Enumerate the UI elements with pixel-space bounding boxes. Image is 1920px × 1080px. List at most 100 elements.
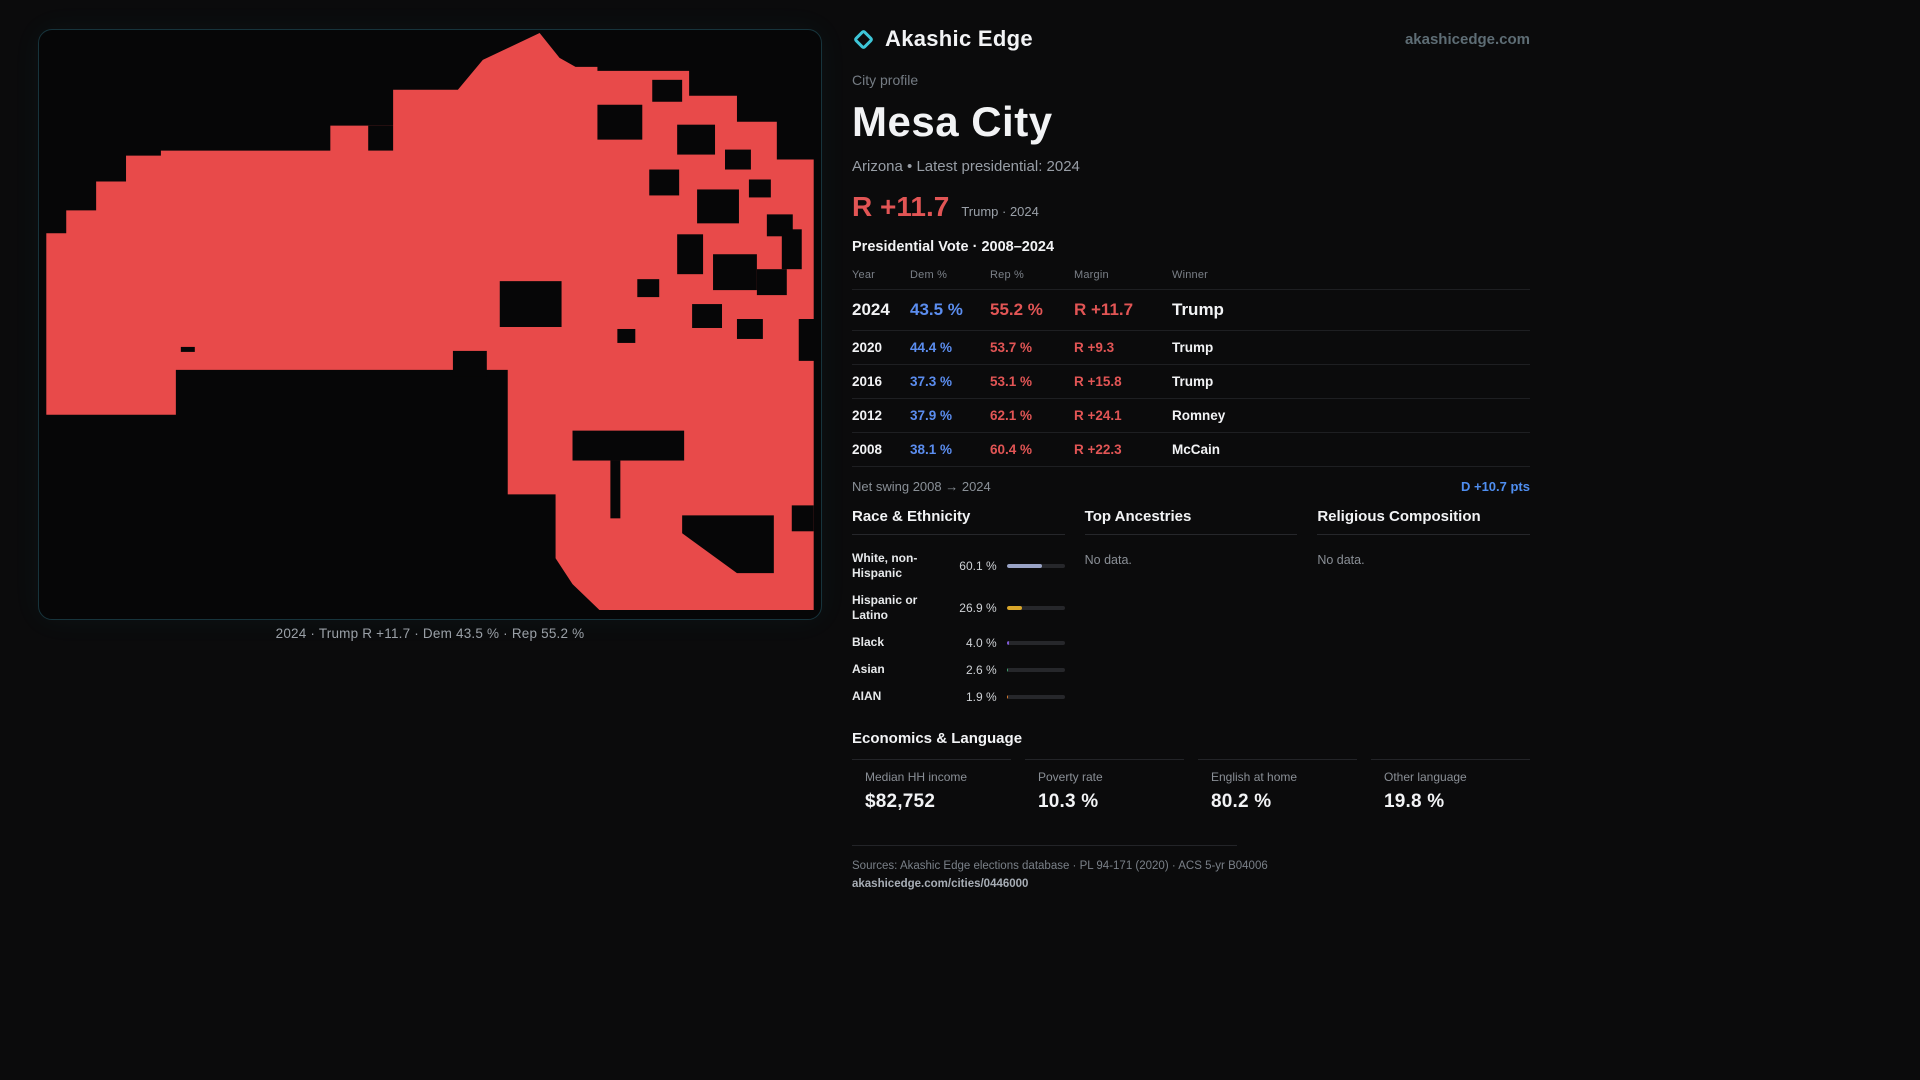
race-bar-fill <box>1006 606 1023 610</box>
winner-cell: Trump <box>1172 340 1214 355</box>
stat-label: English at home <box>1211 770 1298 784</box>
race-bar <box>1006 694 1065 699</box>
race-ethnicity-heading: Race & Ethnicity <box>852 508 1065 535</box>
race-row: Asian 2.6 % <box>852 656 1065 683</box>
vote-table-header: Year Dem % Rep % Margin Winner <box>852 263 1530 290</box>
stat-label: Median HH income <box>865 770 968 784</box>
race-value: 4.0 % <box>965 635 997 650</box>
demographics-columns: Race & Ethnicity White, non-Hispanic 60.… <box>852 508 1530 710</box>
vote-table-title: Presidential Vote · 2008–2024 <box>852 239 1055 255</box>
race-row: Hispanic or Latino 26.9 % <box>852 587 1065 629</box>
margin-cell: R +22.3 <box>1074 442 1122 457</box>
city-boundary-map <box>46 32 821 611</box>
race-label: White, non-Hispanic <box>852 551 918 580</box>
footer: Sources: Akashic Edge elections database… <box>852 845 1530 890</box>
margin-cell: R +15.8 <box>1074 374 1122 389</box>
dem-cell: 44.4 % <box>910 340 953 355</box>
stat-median-income: Median HH income $82,752 <box>852 759 1011 813</box>
race-bar-fill <box>1006 640 1009 645</box>
ancestries-empty-state: No data. <box>1084 553 1132 567</box>
winner-cell: McCain <box>1172 442 1221 457</box>
race-ethnicity-section: Race & Ethnicity White, non-Hispanic 60.… <box>852 508 1065 710</box>
race-bar <box>1006 606 1065 610</box>
permalink[interactable]: akashicedge.com/cities/0446000 <box>852 878 1029 890</box>
net-swing-value: D +10.7 pts <box>1460 479 1530 494</box>
city-shape <box>46 32 814 611</box>
vote-row-2016: 2016 37.3 % 53.1 % R +15.8 Trump <box>852 365 1530 399</box>
race-bar-fill <box>1006 667 1009 672</box>
city-subtitle: Arizona • Latest presidential: 2024 <box>852 158 1080 175</box>
year-cell: 2008 <box>852 442 883 457</box>
rep-cell: 62.1 % <box>990 408 1033 423</box>
religious-composition-heading: Religious Composition <box>1317 508 1530 535</box>
stat-poverty-rate: Poverty rate 10.3 % <box>1025 759 1184 813</box>
race-label: AIAN <box>852 689 882 703</box>
col-rep: Rep % <box>990 269 1025 281</box>
col-dem: Dem % <box>910 269 948 281</box>
rep-cell: 60.4 % <box>990 442 1033 457</box>
top-ancestries-section: Top Ancestries No data. <box>1084 508 1298 710</box>
col-year: Year <box>852 269 876 281</box>
net-swing-label: Net swing 2008 → 2024 <box>852 479 991 494</box>
vote-row-2012: 2012 37.9 % 62.1 % R +24.1 Romney <box>852 399 1530 433</box>
race-value: 2.6 % <box>965 662 997 677</box>
stat-value: $82,752 <box>865 791 936 812</box>
margin-cell: R +11.7 <box>1074 300 1134 319</box>
religion-empty-state: No data. <box>1317 553 1365 567</box>
rep-cell: 53.1 % <box>990 374 1033 389</box>
city-map-panel <box>38 29 822 620</box>
headline-margin-value: R +11.7 <box>852 191 950 222</box>
col-margin: Margin <box>1074 269 1109 281</box>
race-value: 60.1 % <box>959 559 997 573</box>
col-winner: Winner <box>1172 269 1209 281</box>
race-bar <box>1006 667 1065 672</box>
brand: Akashic Edge <box>852 26 1033 52</box>
footer-divider <box>852 845 1237 846</box>
economics-heading: Economics & Language <box>852 730 1023 747</box>
year-cell: 2024 <box>852 300 890 319</box>
race-row: White, non-Hispanic 60.1 % <box>852 545 1065 587</box>
dem-cell: 38.1 % <box>910 442 953 457</box>
stat-other-language: Other language 19.8 % <box>1371 759 1530 813</box>
stat-label: Other language <box>1384 770 1467 784</box>
winner-cell: Trump <box>1172 374 1214 389</box>
headline-margin-note: Trump · 2024 <box>961 204 1039 219</box>
headline-margin-row: R +11.7 Trump · 2024 <box>852 191 1530 223</box>
page-title: Mesa City <box>852 98 1053 145</box>
vote-row-2024: 2024 43.5 % 55.2 % R +11.7 Trump <box>852 290 1530 331</box>
race-value: 26.9 % <box>959 601 997 615</box>
race-bar <box>1006 564 1065 568</box>
stat-value: 19.8 % <box>1384 791 1445 812</box>
race-label: Black <box>852 635 885 649</box>
rep-cell: 55.2 % <box>990 300 1043 319</box>
sources-text: Sources: Akashic Edge elections database… <box>852 860 1268 872</box>
header: Akashic Edge akashicedge.com <box>852 26 1530 52</box>
dem-cell: 43.5 % <box>910 300 963 319</box>
race-value: 1.9 % <box>965 689 997 704</box>
stat-english-at-home: English at home 80.2 % <box>1198 759 1357 813</box>
diamond-icon <box>852 28 875 50</box>
top-ancestries-heading: Top Ancestries <box>1084 508 1298 535</box>
vote-row-2008: 2008 38.1 % 60.4 % R +22.3 McCain <box>852 433 1530 467</box>
race-bar-fill <box>1006 694 1008 699</box>
year-cell: 2016 <box>852 374 883 389</box>
dem-cell: 37.3 % <box>910 374 953 389</box>
stat-value: 10.3 % <box>1038 791 1099 812</box>
race-bar-fill <box>1006 564 1042 568</box>
winner-cell: Romney <box>1172 408 1226 423</box>
kicker-label: City profile <box>852 72 919 88</box>
city-profile-panel: Akashic Edge akashicedge.com City profil… <box>852 26 1530 890</box>
year-cell: 2020 <box>852 340 883 355</box>
race-label: Asian <box>852 662 885 676</box>
religious-composition-section: Religious Composition No data. <box>1317 508 1530 710</box>
margin-cell: R +9.3 <box>1074 340 1115 355</box>
site-domain-link[interactable]: akashicedge.com <box>1404 30 1530 48</box>
winner-cell: Trump <box>1172 300 1224 319</box>
stat-label: Poverty rate <box>1038 770 1103 784</box>
margin-cell: R +24.1 <box>1074 408 1122 423</box>
brand-name: Akashic Edge <box>885 26 1033 51</box>
race-label: Hispanic or Latino <box>852 593 918 622</box>
dem-cell: 37.9 % <box>910 408 953 423</box>
year-cell: 2012 <box>852 408 883 423</box>
net-swing-row: Net swing 2008 → 2024 D +10.7 pts <box>852 467 1530 504</box>
